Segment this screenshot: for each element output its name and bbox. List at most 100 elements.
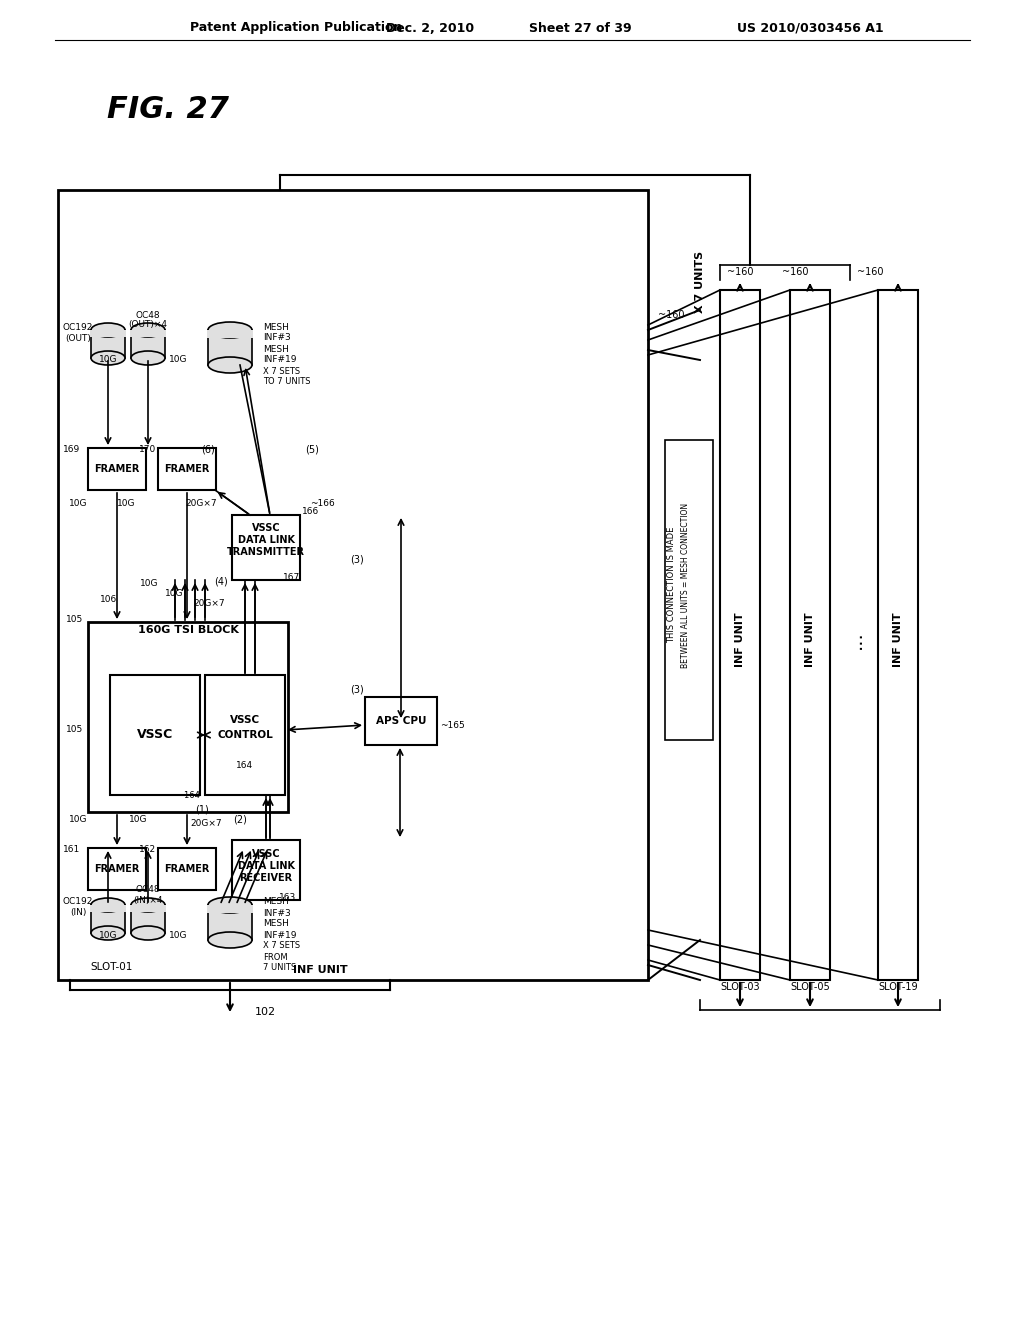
Text: FROM: FROM [263,953,288,961]
Text: FRAMER: FRAMER [164,865,210,874]
Text: INF#19: INF#19 [263,931,297,940]
Text: SLOT-03: SLOT-03 [720,982,760,993]
Text: Dec. 2, 2010: Dec. 2, 2010 [386,21,474,34]
Bar [232,840,300,900]
Ellipse shape [208,932,252,948]
Text: MESH: MESH [263,345,289,354]
Text: BETWEEN ALL UNITS = MESH CONNECTION: BETWEEN ALL UNITS = MESH CONNECTION [681,503,689,668]
Bar [130,906,166,912]
Text: OC192: OC192 [62,322,93,331]
Bar [878,290,918,979]
Text: (1): (1) [195,805,209,814]
Text: 166: 166 [302,507,319,516]
Text: ~160: ~160 [658,310,684,319]
Text: SLOT-05: SLOT-05 [791,982,829,993]
Text: 105: 105 [66,726,83,734]
Ellipse shape [131,323,165,337]
Text: (3): (3) [350,554,364,565]
Text: 163: 163 [279,894,296,903]
Text: X 7 UNITS: X 7 UNITS [695,251,705,313]
Text: 10G: 10G [98,931,118,940]
Text: 106: 106 [100,595,118,605]
Text: ~166: ~166 [310,499,335,508]
Text: X 7 SETS: X 7 SETS [263,941,300,950]
Text: 169: 169 [62,446,80,454]
Text: 161: 161 [62,845,80,854]
Bar [88,447,146,490]
Text: THIS CONNECTION IS MADE: THIS CONNECTION IS MADE [668,527,677,643]
Text: TO 7 UNITS: TO 7 UNITS [263,378,310,387]
Text: ~160: ~160 [727,267,754,277]
Ellipse shape [131,927,165,940]
Bar [208,330,252,366]
Text: MESH: MESH [263,920,289,928]
Ellipse shape [208,322,252,338]
Bar [158,447,216,490]
Ellipse shape [131,898,165,912]
Text: (IN): (IN) [70,908,86,916]
Text: INF#19: INF#19 [263,355,297,364]
Bar [90,330,126,337]
Text: 102: 102 [255,1007,276,1016]
Text: APS CPU: APS CPU [376,715,426,726]
Bar [130,330,166,337]
Text: DATA LINK: DATA LINK [238,535,295,545]
Text: OC192: OC192 [62,898,93,907]
Bar [208,906,252,940]
Text: 167: 167 [283,573,300,582]
Text: (2): (2) [233,814,247,825]
Text: (6): (6) [202,445,215,455]
Bar [790,290,830,979]
Text: INF#3: INF#3 [263,334,291,342]
Text: 10G: 10G [128,816,147,825]
Text: 10G: 10G [140,579,159,589]
Text: Patent Application Publication: Patent Application Publication [190,21,402,34]
Text: Sheet 27 of 39: Sheet 27 of 39 [528,21,632,34]
Text: FRAMER: FRAMER [94,465,139,474]
Text: 162: 162 [139,845,156,854]
Text: ~160: ~160 [781,267,808,277]
Text: ~160: ~160 [857,267,884,277]
Text: FRAMER: FRAMER [94,865,139,874]
Text: DATA LINK: DATA LINK [238,861,295,871]
Text: 7 UNITS: 7 UNITS [263,964,296,973]
Text: US 2010/0303456 A1: US 2010/0303456 A1 [736,21,884,34]
Text: OC48: OC48 [136,886,161,895]
Ellipse shape [131,351,165,366]
Bar [91,330,125,358]
Text: (5): (5) [305,445,318,455]
Text: ~164: ~164 [177,791,200,800]
Bar [91,906,125,933]
Text: TRANSMITTER: TRANSMITTER [227,546,305,557]
Ellipse shape [208,898,252,913]
Text: 20G×7: 20G×7 [193,599,224,609]
Bar [205,675,285,795]
Bar [207,906,253,913]
Text: 164: 164 [237,760,254,770]
Text: ~165: ~165 [440,721,465,730]
Bar [365,697,437,744]
Text: 170: 170 [138,446,156,454]
Text: CONTROL: CONTROL [217,730,272,741]
Text: INF#3: INF#3 [263,908,291,917]
Ellipse shape [91,927,125,940]
Text: 10G: 10G [69,499,87,508]
Text: X 7 SETS: X 7 SETS [263,367,300,375]
Text: VSSC: VSSC [252,849,281,859]
Text: FRAMER: FRAMER [164,465,210,474]
Text: 10G: 10G [169,931,187,940]
Text: (OUT)×4: (OUT)×4 [128,321,168,330]
Bar [665,440,713,741]
Bar [88,622,288,812]
Text: FIG. 27: FIG. 27 [106,95,229,124]
Text: SLOT-19: SLOT-19 [879,982,918,993]
Text: RECEIVER: RECEIVER [240,873,293,883]
Ellipse shape [91,351,125,366]
Text: 10G: 10G [69,816,87,825]
Text: 10G: 10G [169,355,187,364]
Text: INF UNIT: INF UNIT [805,612,815,668]
Text: MESH: MESH [263,322,289,331]
Text: INF UNIT: INF UNIT [893,612,903,668]
Text: 10G: 10G [117,499,135,508]
Bar [158,847,216,890]
